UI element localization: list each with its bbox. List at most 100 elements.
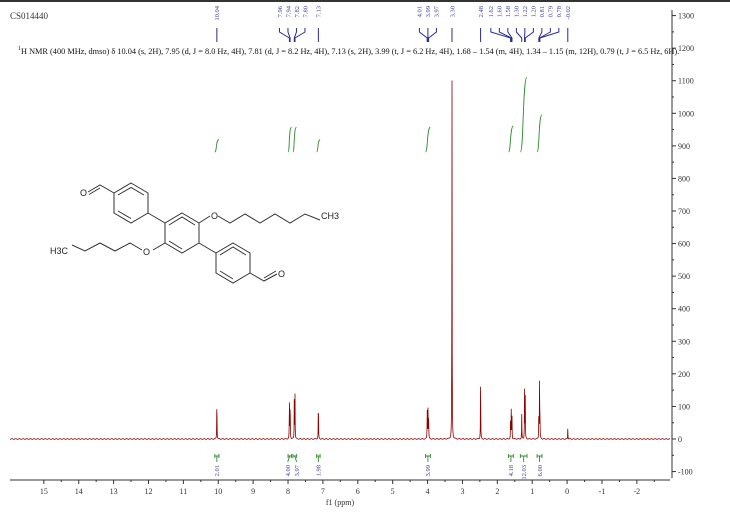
peak-label: 1.22 — [522, 6, 529, 17]
peak-label: 1.20 — [531, 6, 538, 17]
nmr-description: 1H NMR (400 MHz, dmso) δ 10.04 (s, 2H), … — [18, 46, 679, 56]
y-tick-label: 1200 — [678, 44, 694, 53]
integral-curve — [425, 126, 431, 153]
x-axis-label: f1 (ppm) — [326, 498, 355, 507]
peak-labels: 10.04 7.96 7.94 7.82 7.80 7.13 4.01 3.99 3.97 3.3… — [214, 5, 572, 42]
x-tick-label: 5 — [391, 487, 395, 496]
y-tick-label: 1300 — [678, 12, 694, 21]
peak-label: 1.30 — [514, 6, 521, 17]
y-tick-label: -100 — [678, 468, 693, 477]
x-tick-label: 2 — [495, 487, 499, 496]
peak-label-leader — [293, 28, 297, 42]
molecule-structure — [71, 182, 321, 284]
x-tick-label: -1 — [599, 487, 606, 496]
peak-label-leader — [428, 28, 437, 42]
integral-curve — [287, 126, 292, 153]
y-tick-label: 800 — [678, 174, 690, 183]
integral-curve — [292, 126, 297, 153]
peak-label-leader — [538, 28, 543, 42]
integral-labels: 2.01 4.00 3.97 1.98 3.99 4.18 12.03 6.00 — [214, 454, 544, 480]
peak-label-leader — [515, 28, 523, 42]
integral-bracket — [292, 454, 298, 463]
integral-value: 4.00 — [285, 465, 292, 476]
description-text: H NMR (400 MHz, dmso) δ 10.04 (s, 2H), 7… — [21, 46, 680, 56]
y-tick-label: 100 — [678, 402, 690, 411]
y-tick-label: 600 — [678, 240, 690, 249]
aldehyde-oxygen-bottom: O — [278, 269, 285, 279]
integral-bracket — [536, 454, 543, 462]
x-tick-label: 8 — [286, 487, 290, 496]
y-tick-label: 200 — [678, 370, 690, 379]
x-tick-label: 10 — [214, 487, 222, 496]
y-tick-label: 0 — [678, 435, 682, 444]
peak-label-leader — [418, 28, 428, 42]
peak-label-leader — [507, 28, 513, 42]
peak-label-leader — [490, 28, 512, 42]
y-tick-label: 300 — [678, 337, 690, 346]
x-axis: 15 14 13 12 11 10 9 8 7 6 5 4 3 2 1 0 -1 -2 — [10, 479, 670, 496]
x-tick-label: 11 — [180, 487, 188, 496]
x-tick-label: 15 — [40, 487, 48, 496]
x-tick-label: 4 — [426, 487, 430, 496]
y-tick-label: 500 — [678, 272, 690, 281]
integral-bracket — [425, 454, 431, 462]
methyl-label-left: H3C — [50, 246, 69, 256]
x-tick-label: 9 — [251, 487, 255, 496]
integral-curve — [536, 114, 543, 153]
sample-id: CS014440 — [10, 11, 49, 21]
x-tick-label: 14 — [75, 487, 83, 496]
peak-label: 0.79 — [548, 6, 555, 17]
methyl-label-right: CH3 — [321, 211, 339, 221]
peak-label: 3.99 — [425, 6, 432, 17]
x-tick-label: 13 — [110, 487, 118, 496]
y-tick-label: 700 — [678, 207, 690, 216]
peak-label: 1.58 — [505, 6, 512, 17]
top-border — [0, 0, 730, 2]
integral-bracket — [508, 454, 514, 462]
integral-value: 1.98 — [316, 465, 323, 476]
x-tick-label: 3 — [460, 487, 464, 496]
integral-value: 3.97 — [294, 464, 301, 476]
peak-label-leader — [278, 28, 290, 42]
peak-label: 0.78 — [556, 6, 563, 17]
integral-curve — [214, 139, 220, 153]
integral-curve — [508, 125, 514, 153]
peak-label-leader — [524, 28, 534, 42]
integral-value: 12.03 — [521, 465, 528, 480]
integral-bracket — [316, 454, 321, 462]
x-tick-label: -2 — [634, 487, 641, 496]
y-tick-label: 1100 — [678, 77, 694, 86]
peak-label-leader — [294, 28, 306, 42]
integral-bracket — [519, 454, 528, 462]
peak-label: 1.62 — [488, 6, 495, 17]
integral-value: 6.00 — [537, 465, 544, 476]
peak-label: 3.30 — [449, 6, 456, 17]
peak-label: 0.81 — [539, 6, 546, 17]
integral-curves — [214, 76, 543, 153]
peak-label: 2.48 — [478, 6, 485, 17]
nucleus-superscript: 1 — [18, 46, 21, 52]
y-tick-label: 1000 — [678, 109, 694, 118]
peak-label: 7.13 — [316, 6, 323, 17]
x-tick-label: 0 — [565, 487, 569, 496]
peak-label: 10.04 — [214, 5, 221, 20]
peak-label-leader — [498, 28, 512, 42]
peak-label: 7.80 — [302, 6, 309, 17]
peak-label: 1.60 — [497, 6, 504, 17]
ether-oxygen-left: O — [143, 247, 150, 257]
peak-label: 4.01 — [417, 6, 424, 17]
integral-value: 3.99 — [425, 465, 432, 476]
integral-curve — [519, 76, 528, 153]
y-tick-label: 400 — [678, 305, 690, 314]
y-tick-label: 900 — [678, 142, 690, 151]
peak-label: 7.94 — [285, 5, 292, 17]
peak-label: 7.82 — [294, 6, 301, 17]
integral-value: 2.01 — [214, 465, 221, 476]
integral-value: 4.18 — [508, 465, 515, 476]
integral-bracket — [214, 454, 220, 462]
peak-label-leader — [539, 28, 560, 42]
integral-curve — [316, 139, 321, 153]
integral-bracket — [287, 454, 292, 463]
